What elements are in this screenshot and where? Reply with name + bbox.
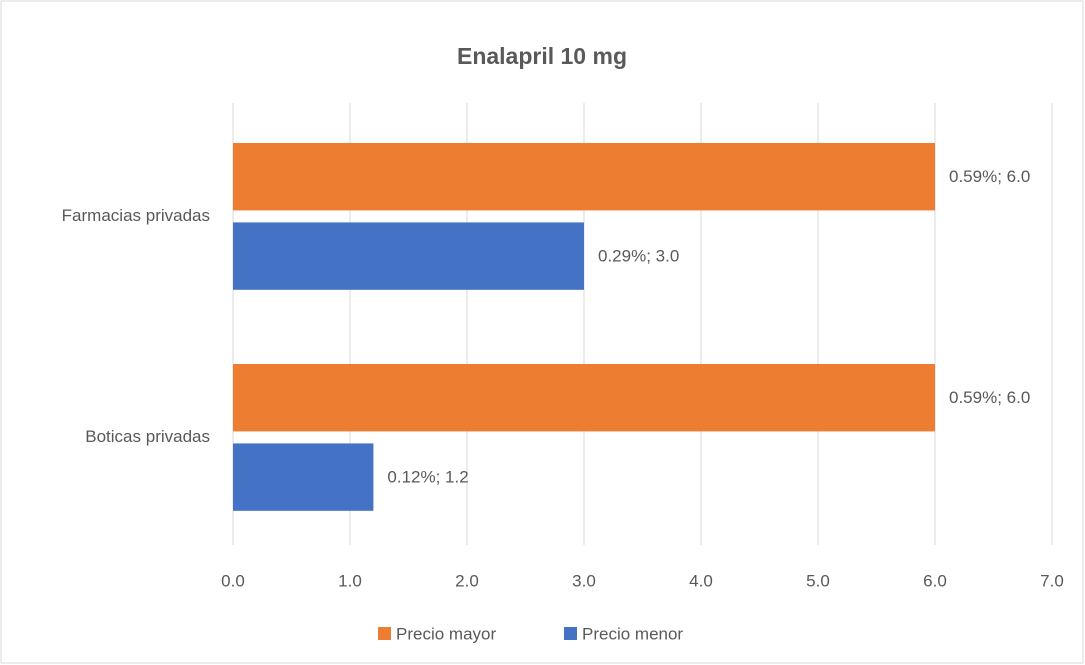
legend-swatch <box>378 627 391 640</box>
data-label: 0.29%; 3.0 <box>598 247 679 266</box>
data-label: 0.59%; 6.0 <box>949 388 1030 407</box>
data-label: 0.59%; 6.0 <box>949 167 1030 186</box>
x-tick-label: 7.0 <box>1040 571 1064 590</box>
x-tick-label: 5.0 <box>806 571 830 590</box>
x-tick-label: 0.0 <box>221 571 245 590</box>
x-tick-label: 3.0 <box>572 571 596 590</box>
legend-label: Precio menor <box>582 624 683 643</box>
data-label: 0.12%; 1.2 <box>387 468 468 487</box>
bar <box>233 443 374 511</box>
y-tick-label: Farmacias privadas <box>62 206 210 225</box>
bar <box>233 364 935 432</box>
x-tick-label: 2.0 <box>455 571 479 590</box>
x-tick-label: 6.0 <box>923 571 947 590</box>
legend-label: Precio mayor <box>396 624 496 643</box>
bar <box>233 222 584 290</box>
chart-title: Enalapril 10 mg <box>457 43 627 69</box>
legend-swatch <box>564 627 577 640</box>
y-tick-label: Boticas privadas <box>85 427 210 446</box>
x-tick-label: 1.0 <box>338 571 362 590</box>
x-tick-label: 4.0 <box>689 571 713 590</box>
bar <box>233 143 935 211</box>
